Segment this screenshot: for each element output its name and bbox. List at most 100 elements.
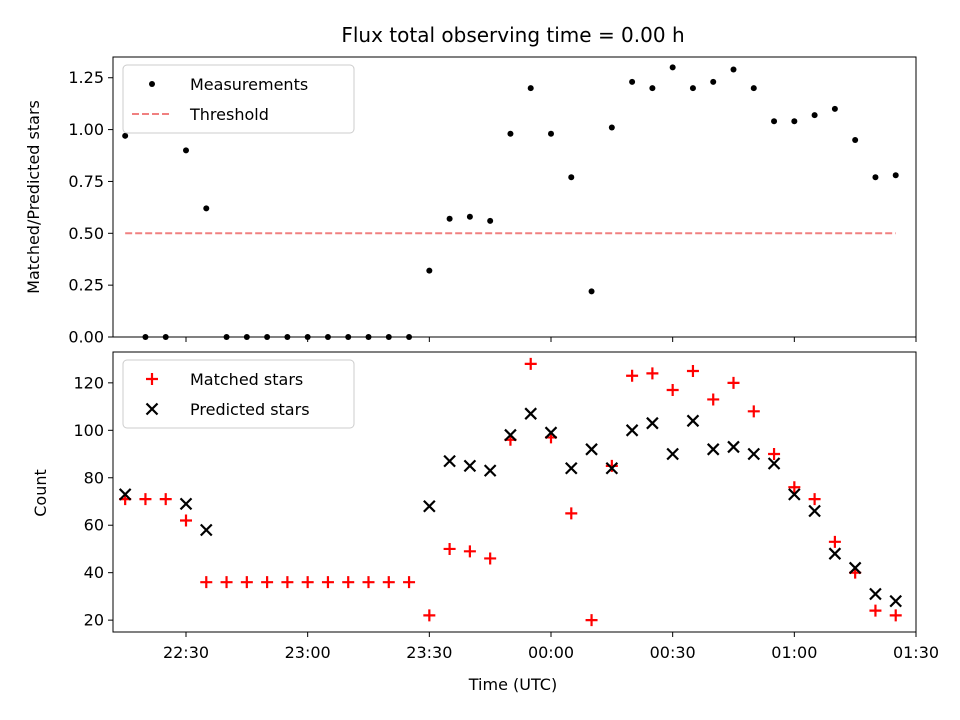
predicted-star-marker xyxy=(848,561,862,575)
predicted-star-marker xyxy=(585,443,598,456)
matched-star-marker xyxy=(747,405,760,418)
matched-star-marker xyxy=(261,576,274,589)
x-tick-label: 00:00 xyxy=(528,643,574,662)
x-tick-label: 23:00 xyxy=(285,643,331,662)
measurement-point xyxy=(406,334,413,340)
matched-star-marker xyxy=(240,576,253,589)
bottom-series-matched-stars xyxy=(119,357,902,627)
matched-star-marker xyxy=(707,393,720,406)
measurement-point xyxy=(365,334,372,340)
predicted-star-marker xyxy=(706,443,720,456)
matched-star-marker xyxy=(605,459,618,472)
bottom-y-tick-label: 120 xyxy=(73,373,104,392)
predicted-star-marker xyxy=(828,547,842,560)
matched-star-marker xyxy=(808,493,821,506)
matched-star-marker xyxy=(139,493,152,506)
predicted-star-marker xyxy=(605,461,619,475)
matched-star-marker xyxy=(828,535,841,548)
matched-star-marker xyxy=(403,576,416,589)
matched-star-marker xyxy=(585,614,598,627)
top-y-tick-label: 1.00 xyxy=(68,120,104,139)
legend-x-swatch xyxy=(145,402,159,416)
measurement-point xyxy=(872,174,879,181)
measurement-point xyxy=(527,85,534,92)
top-legend: Measurements Threshold xyxy=(122,64,355,134)
legend-label: Threshold xyxy=(189,105,269,124)
matched-star-marker xyxy=(200,576,213,589)
matched-star-marker xyxy=(889,609,902,622)
measurement-point xyxy=(487,217,494,224)
matched-star-marker xyxy=(768,448,781,461)
measurement-point xyxy=(608,124,615,131)
measurement-point xyxy=(710,78,717,85)
predicted-star-marker xyxy=(463,459,477,473)
matched-star-marker xyxy=(180,514,192,527)
measurement-point xyxy=(243,334,250,340)
measurement-point xyxy=(831,105,838,112)
predicted-star-marker xyxy=(483,464,497,477)
measurement-point xyxy=(791,118,798,125)
matched-star-marker xyxy=(626,369,639,382)
measurement-point xyxy=(284,334,291,340)
matched-star-marker xyxy=(443,542,456,555)
predicted-star-marker xyxy=(808,504,821,518)
bottom-y-tick-label: 20 xyxy=(84,611,104,630)
top-y-tick-label: 0.25 xyxy=(68,276,104,295)
predicted-star-marker xyxy=(544,426,558,439)
bottom-y-axis-label: Count xyxy=(31,469,50,517)
predicted-star-marker xyxy=(788,488,801,501)
matched-star-marker xyxy=(686,364,699,377)
matched-star-marker xyxy=(281,576,294,589)
measurement-point xyxy=(629,78,636,85)
measurement-point xyxy=(203,205,210,212)
predicted-star-marker xyxy=(565,461,578,475)
predicted-star-marker xyxy=(889,594,902,608)
predicted-star-marker xyxy=(869,587,882,601)
measurement-point xyxy=(385,334,392,340)
top-chart-title: Flux total observing time = 0.00 h xyxy=(341,23,684,47)
matched-star-marker xyxy=(727,376,740,389)
matched-star-marker xyxy=(788,481,801,494)
legend-label: Measurements xyxy=(190,75,308,94)
measurement-point xyxy=(466,213,473,220)
legend-label: Predicted stars xyxy=(190,400,310,419)
matched-star-marker xyxy=(423,609,436,622)
predicted-star-marker xyxy=(727,440,740,454)
legend-box xyxy=(122,64,355,134)
matched-star-marker xyxy=(321,576,334,589)
measurement-point xyxy=(852,136,859,143)
matched-star-marker xyxy=(382,576,395,589)
legend-label: Matched stars xyxy=(190,370,303,389)
matched-star-marker xyxy=(565,507,578,520)
bottom-y-tick-label: 40 xyxy=(84,563,104,582)
measurement-point xyxy=(507,130,514,137)
measurement-point xyxy=(811,112,818,119)
matched-star-marker xyxy=(220,576,233,589)
measurement-point xyxy=(345,334,352,340)
matched-star-marker xyxy=(646,367,659,380)
measurement-point xyxy=(426,267,433,274)
predicted-star-marker xyxy=(443,454,456,468)
predicted-star-marker xyxy=(747,447,761,461)
matched-star-marker xyxy=(159,493,172,506)
predicted-star-marker xyxy=(200,523,213,537)
measurement-point xyxy=(122,132,129,139)
predicted-star-marker xyxy=(646,416,659,430)
top-y-tick-label: 0.50 xyxy=(68,224,104,243)
matched-star-marker xyxy=(484,552,497,565)
measurement-point xyxy=(548,130,554,137)
matched-star-marker xyxy=(342,576,355,589)
measurement-point xyxy=(588,288,595,295)
measurement-point xyxy=(162,334,169,340)
predicted-star-marker xyxy=(767,457,781,470)
matched-star-marker xyxy=(666,383,679,396)
measurement-point xyxy=(264,334,271,340)
measurement-point xyxy=(750,85,757,92)
matched-star-marker xyxy=(869,604,882,617)
plot-layer: 0.00 0.25 0.50 0.75 1.00 1.25 Measurements Thre… xyxy=(68,56,939,662)
matched-star-marker xyxy=(524,357,537,370)
measurement-point xyxy=(304,334,311,340)
top-y-tick-label: 0.75 xyxy=(68,172,104,191)
measurement-point xyxy=(223,334,230,340)
